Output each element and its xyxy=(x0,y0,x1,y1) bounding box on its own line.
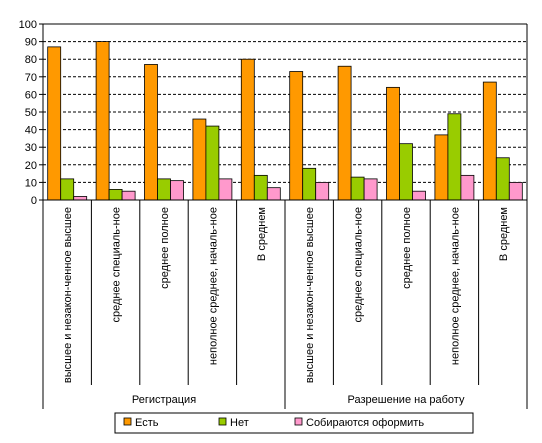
group-label: Разрешение на работу xyxy=(348,394,465,406)
bar-net-3 xyxy=(205,125,220,201)
bar-net-1 xyxy=(108,189,123,201)
x-tick-label: высшее и незакон-ченное высшее xyxy=(304,207,316,383)
y-tick-label: 90 xyxy=(25,37,37,49)
y-tick-label: 50 xyxy=(25,107,37,119)
x-tick-label: высшее и незакон-ченное высшее xyxy=(62,207,74,383)
y-tick-label: 70 xyxy=(25,72,37,84)
gridlines xyxy=(43,23,528,200)
bar-sobirayutsya-0 xyxy=(73,196,88,201)
bar-net-7 xyxy=(399,143,413,201)
legend-swatch xyxy=(218,417,227,426)
x-tick-label: среднее специаль-ное xyxy=(353,207,365,323)
bar-est-1 xyxy=(95,41,110,201)
bar-est-8 xyxy=(434,134,449,201)
legend: Есть Нет Собираются оформить xyxy=(114,412,474,434)
bars xyxy=(47,41,523,201)
x-tick-label: среднее полное xyxy=(401,207,413,289)
bar-net-0 xyxy=(60,178,75,201)
bar-net-2 xyxy=(157,178,171,201)
bar-sobirayutsya-5 xyxy=(315,181,330,201)
bar-sobirayutsya-8 xyxy=(460,174,475,201)
bar-sobirayutsya-7 xyxy=(412,190,426,201)
x-tick-label: неполное среднее, началь-ное xyxy=(449,207,461,365)
legend-label: Нет xyxy=(230,417,249,429)
y-axis: 0 10 20 30 40 50 60 70 80 90 100 xyxy=(19,19,44,207)
bar-est-9 xyxy=(482,81,497,201)
legend-label: Есть xyxy=(135,417,159,429)
x-tick-label: среднее специаль-ное xyxy=(111,207,123,323)
bar-sobirayutsya-4 xyxy=(266,187,281,201)
y-tick-label: 100 xyxy=(19,19,37,31)
bar-est-3 xyxy=(192,118,207,201)
bar-net-6 xyxy=(350,176,365,201)
y-tick-label: 30 xyxy=(25,142,37,154)
bar-est-7 xyxy=(386,86,400,201)
bar-net-8 xyxy=(447,113,462,201)
bar-sobirayutsya-1 xyxy=(121,190,136,201)
x-tick-label: В среднем xyxy=(256,207,268,261)
y-tick-label: 0 xyxy=(31,195,37,207)
x-tick-label: среднее полное xyxy=(159,207,171,289)
bar-est-6 xyxy=(337,65,352,201)
y-tick-label: 20 xyxy=(25,160,37,172)
y-tick-label: 60 xyxy=(25,89,37,101)
bar-est-4 xyxy=(240,58,255,201)
bar-net-4 xyxy=(253,174,268,201)
legend-label: Собираются оформить xyxy=(306,417,424,429)
x-axis: высшее и незакон-ченное высшее среднее сп… xyxy=(42,199,528,409)
bar-est-0 xyxy=(47,46,62,201)
bar-sobirayutsya-3 xyxy=(218,178,233,201)
bar-sobirayutsya-9 xyxy=(508,181,523,201)
bar-sobirayutsya-2 xyxy=(170,180,184,201)
x-tick-label: В среднем xyxy=(498,207,510,261)
legend-swatch xyxy=(123,417,132,426)
legend-box xyxy=(114,412,474,434)
y-tick-label: 80 xyxy=(25,54,37,66)
bar-est-5 xyxy=(289,71,304,201)
bar-est-2 xyxy=(144,64,158,201)
x-tick-label: неполное среднее, началь-ное xyxy=(207,207,219,365)
bar-net-5 xyxy=(302,167,317,201)
y-tick-label: 40 xyxy=(25,125,37,137)
bar-sobirayutsya-6 xyxy=(363,178,378,201)
y-tick-label: 10 xyxy=(25,177,37,189)
legend-swatch xyxy=(294,417,303,426)
group-label: Регистрация xyxy=(132,394,196,406)
bar-net-9 xyxy=(495,157,510,201)
